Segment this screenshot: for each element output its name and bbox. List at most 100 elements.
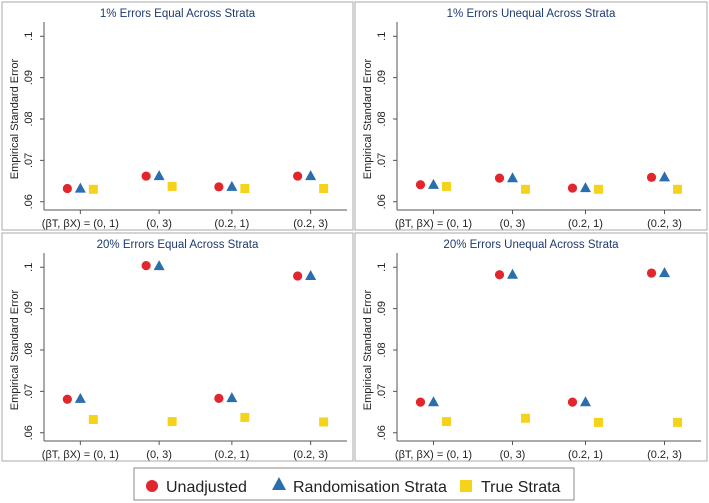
y-tick-label: .1 [23, 263, 35, 272]
point-true-strata [167, 417, 177, 427]
point-unadjusted [567, 183, 578, 193]
legend: Unadjusted Randomisation Strata True Str… [133, 467, 575, 501]
point-randomisation-strata [226, 180, 238, 191]
y-axis-label: Empirical Standard Error [9, 289, 21, 410]
point-true-strata [319, 417, 329, 427]
y-tick-label: .06 [376, 194, 388, 209]
point-randomisation-strata [659, 171, 671, 182]
point-randomisation-strata [507, 172, 519, 183]
point-true-strata [593, 417, 603, 427]
y-tick-label: .07 [376, 384, 388, 399]
point-unadjusted [214, 182, 224, 192]
y-tick-label: .07 [23, 384, 35, 399]
y-tick-label: .09 [376, 70, 388, 85]
y-tick-label: .08 [376, 111, 388, 126]
point-unadjusted [293, 271, 303, 281]
y-tick-label: .09 [23, 70, 35, 85]
panel-4: 20% Errors Unequal Across Strata Empirica… [354, 232, 708, 462]
point-true-strata [88, 184, 98, 194]
y-tick-label: .1 [23, 32, 35, 41]
panel-frame [1, 1, 354, 231]
point-true-strata [319, 183, 329, 193]
y-tick-label: .08 [376, 342, 388, 357]
panel-title: 1% Errors Unequal Across Strata [447, 8, 616, 20]
y-tick-label: .07 [23, 153, 35, 168]
point-randomisation-strata [74, 392, 86, 403]
point-true-strata [240, 183, 250, 193]
x-tick-label: (0, 3) [500, 449, 526, 461]
legend-marker-true-strata [460, 480, 472, 492]
point-unadjusted [494, 173, 505, 183]
x-tick-label: (βT, βX) = (0, 1) [42, 218, 119, 230]
x-tick-label: (0, 3) [146, 449, 172, 461]
panel-title: 20% Errors Unequal Across Strata [443, 239, 619, 251]
y-tick-label: .1 [376, 32, 388, 41]
x-tick-label: (0.2, 3) [293, 449, 328, 461]
point-true-strata [441, 181, 451, 191]
y-tick-label: .09 [376, 301, 388, 316]
x-tick-label: (βT, βX) = (0, 1) [42, 449, 119, 461]
y-tick-label: .08 [23, 342, 35, 357]
legend-marker-unadjusted [146, 480, 158, 492]
panel-title: 20% Errors Equal Across Strata [97, 239, 259, 251]
legend-label-true-strata: True Strata [481, 479, 561, 496]
point-true-strata [167, 181, 177, 191]
y-tick-label: .06 [23, 194, 35, 209]
point-randomisation-strata [226, 392, 238, 403]
point-true-strata [673, 417, 683, 427]
x-tick-label: (0.2, 1) [214, 218, 249, 230]
panel-2: 1% Errors Unequal Across Strata Empirical… [354, 1, 708, 231]
panels: 1% Errors Equal Across Strata Empirical S… [1, 1, 708, 462]
point-randomisation-strata [305, 270, 317, 281]
point-unadjusted [646, 172, 657, 182]
legend-box [133, 467, 575, 501]
point-true-strata [593, 184, 603, 194]
point-unadjusted [141, 261, 151, 271]
panel-3: 20% Errors Equal Across Strata Empirical … [1, 232, 354, 462]
point-randomisation-strata [427, 396, 439, 407]
panel-frame [354, 1, 708, 231]
point-true-strata [240, 412, 250, 422]
point-randomisation-strata [305, 170, 317, 181]
x-tick-label: (0.2, 3) [293, 218, 328, 230]
legend-label-randomisation-strata: Randomisation Strata [293, 479, 447, 496]
legend-marker-randomisation-strata [272, 477, 286, 490]
panel-title: 1% Errors Equal Across Strata [100, 8, 256, 20]
point-unadjusted [646, 268, 657, 278]
point-randomisation-strata [659, 267, 671, 278]
y-tick-label: .09 [23, 301, 35, 316]
point-unadjusted [567, 397, 578, 407]
panel-frame [1, 232, 354, 462]
y-tick-label: .06 [376, 425, 388, 440]
point-true-strata [521, 413, 531, 423]
point-unadjusted [494, 270, 505, 280]
x-tick-label: (0, 3) [146, 218, 172, 230]
y-axis-label: Empirical Standard Error [362, 289, 374, 410]
point-unadjusted [62, 394, 72, 404]
x-tick-label: (0.2, 3) [647, 449, 682, 461]
point-unadjusted [214, 393, 224, 403]
point-randomisation-strata [427, 178, 439, 189]
x-tick-label: (0.2, 1) [214, 449, 249, 461]
y-axis-label: Empirical Standard Error [362, 58, 374, 179]
point-unadjusted [293, 171, 303, 181]
point-unadjusted [62, 183, 72, 194]
y-axis-label: Empirical Standard Error [9, 58, 21, 179]
point-unadjusted [415, 397, 426, 407]
point-true-strata [673, 184, 683, 194]
x-tick-label: (βT, βX) = (0, 1) [395, 218, 472, 230]
x-tick-label: (0.2, 1) [568, 218, 603, 230]
point-unadjusted [415, 180, 426, 190]
y-tick-label: .08 [23, 111, 35, 126]
legend-label-unadjusted: Unadjusted [166, 479, 247, 496]
point-true-strata [441, 417, 451, 427]
point-randomisation-strata [507, 268, 519, 279]
panel-frame [354, 232, 708, 462]
point-randomisation-strata [153, 260, 165, 271]
y-tick-label: .1 [376, 263, 388, 272]
point-unadjusted [141, 171, 151, 181]
point-true-strata [521, 184, 531, 194]
point-true-strata [88, 414, 98, 424]
x-tick-label: (0, 3) [500, 218, 526, 230]
